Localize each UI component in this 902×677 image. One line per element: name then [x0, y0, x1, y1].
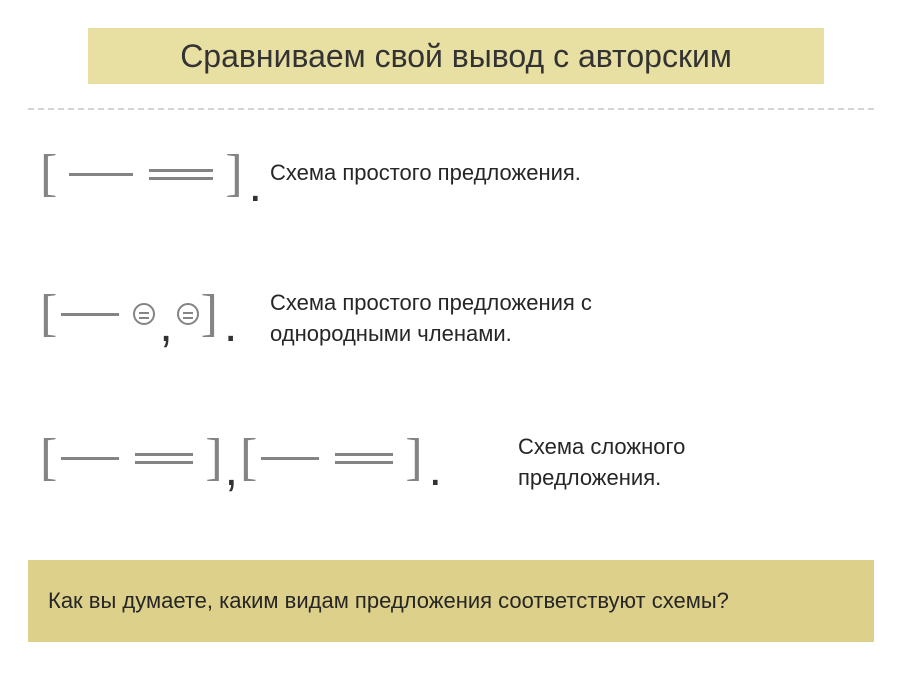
right-bracket-icon: ] — [201, 288, 218, 340]
period-icon: . — [249, 174, 262, 198]
footer-bar: Как вы думаете, каким видам предложения … — [28, 560, 874, 642]
right-bracket-icon: ] — [405, 432, 422, 484]
schema-homogeneous: [ , ] . — [40, 288, 237, 340]
period-icon: . — [224, 314, 237, 338]
right-bracket-icon: ] — [205, 432, 222, 484]
period-icon: . — [429, 458, 442, 482]
divider — [28, 108, 874, 110]
page-title: Сравниваем свой вывод с авторским — [180, 38, 732, 75]
schema-complex: [ ] , [ ] . — [40, 432, 442, 484]
subject-line-icon — [69, 173, 133, 176]
left-bracket-icon: [ — [40, 148, 57, 200]
subject-line-icon — [61, 457, 119, 460]
schema-simple-label: Схема простого предложения. — [270, 158, 670, 189]
title-bar: Сравниваем свой вывод с авторским — [88, 28, 824, 84]
footer-question: Как вы думаете, каким видам предложения … — [48, 586, 729, 617]
comma-icon: , — [159, 314, 172, 338]
right-bracket-icon: ] — [225, 148, 242, 200]
left-bracket-icon: [ — [40, 432, 57, 484]
comma-icon: , — [225, 458, 238, 482]
homogeneous-member-icon — [177, 303, 199, 325]
predicate-line-icon — [149, 173, 213, 176]
schema-simple: [ ] . — [40, 148, 262, 200]
schema-homogeneous-label: Схема простого предложения с однородными… — [270, 288, 700, 350]
predicate-line-icon — [135, 457, 193, 460]
left-bracket-icon: [ — [40, 288, 57, 340]
subject-line-icon — [261, 457, 319, 460]
subject-line-icon — [61, 313, 119, 316]
schema-complex-label: Схема сложного предложения. — [518, 432, 778, 494]
left-bracket-icon: [ — [240, 432, 257, 484]
predicate-line-icon — [335, 457, 393, 460]
homogeneous-member-icon — [133, 303, 155, 325]
